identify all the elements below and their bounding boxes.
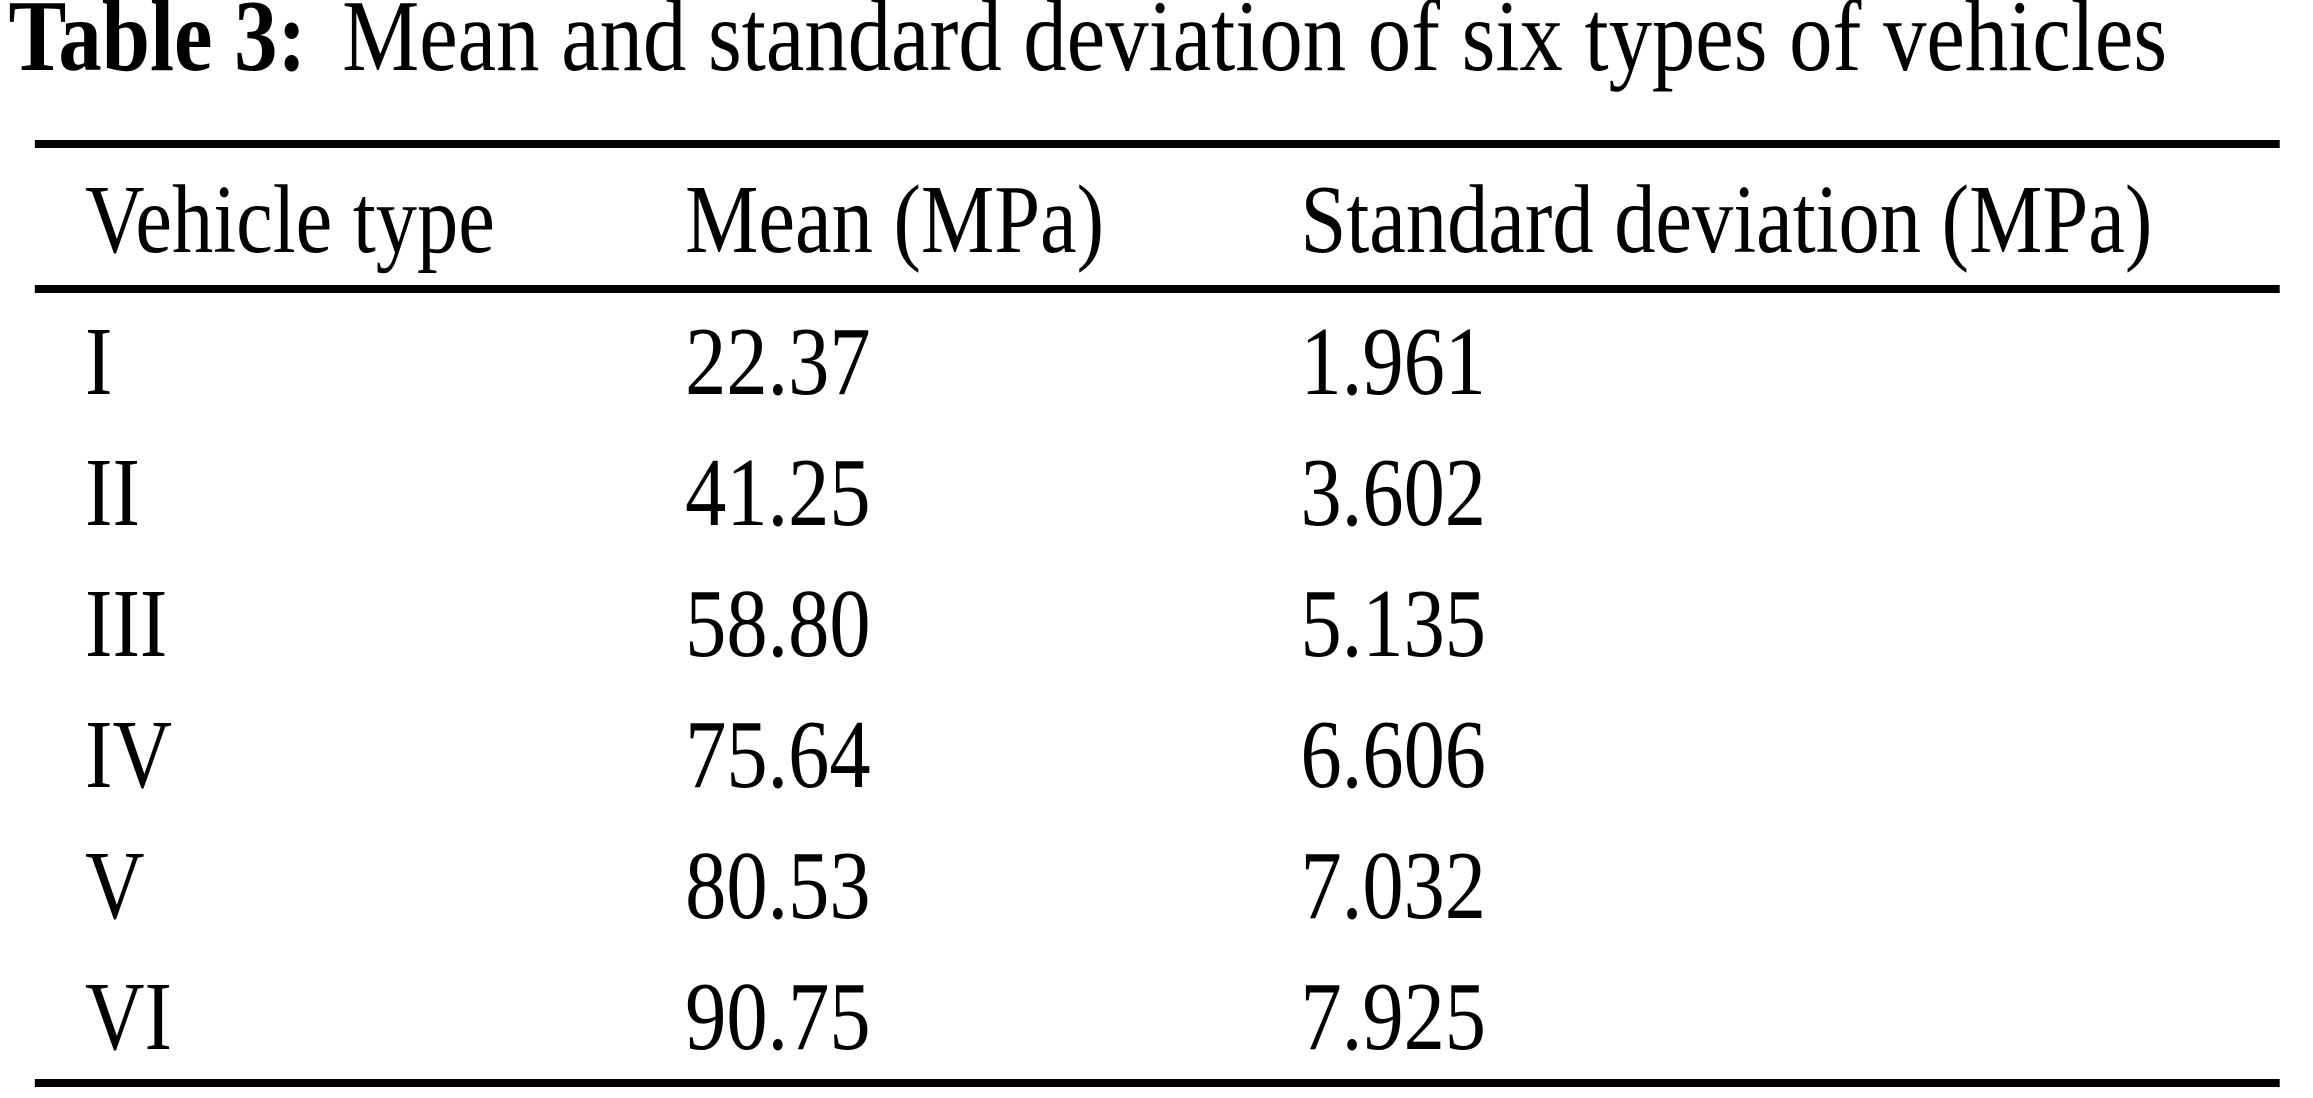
- column-header-mean: Mean (MPa): [685, 166, 1105, 273]
- cell-vehicle-type: III: [85, 570, 168, 677]
- vehicle-stats-table: Vehicle type Mean (MPa) Standard deviati…: [34, 140, 2280, 1087]
- cell-standard-deviation: 7.925: [1300, 963, 1487, 1070]
- table-header-row: Vehicle type Mean (MPa) Standard deviati…: [34, 148, 2280, 293]
- cell-vehicle-type: V: [85, 832, 145, 939]
- table-row: IV 75.64 6.606: [35, 686, 2280, 817]
- table-row: III 58.80 5.135: [35, 555, 2280, 686]
- column-header-standard-deviation: Standard deviation (MPa): [1300, 166, 2153, 273]
- cell-vehicle-type: I: [85, 308, 113, 415]
- table-caption-label: Table 3:: [8, 0, 307, 93]
- cell-mean: 80.53: [685, 832, 871, 939]
- cell-standard-deviation: 3.602: [1300, 439, 1487, 546]
- cell-mean: 90.75: [685, 963, 871, 1070]
- cell-standard-deviation: 6.606: [1300, 701, 1487, 808]
- column-header-vehicle-type: Vehicle type: [85, 166, 495, 273]
- cell-mean: 75.64: [685, 701, 871, 808]
- cell-vehicle-type: II: [85, 439, 140, 546]
- table-row: I 22.37 1.961: [35, 293, 2280, 424]
- cell-standard-deviation: 1.961: [1300, 308, 1487, 415]
- cell-vehicle-type: VI: [85, 963, 173, 1070]
- cell-mean: 22.37: [685, 308, 871, 415]
- cell-standard-deviation: 5.135: [1300, 570, 1487, 677]
- cell-vehicle-type: IV: [85, 701, 173, 808]
- table-caption: Table 3: Mean and standard deviation of s…: [9, 0, 2168, 95]
- table-row: II 41.25 3.602: [35, 424, 2280, 555]
- cell-mean: 58.80: [685, 570, 871, 677]
- table-row: VI 90.75 7.925: [35, 948, 2280, 1079]
- cell-mean: 41.25: [685, 439, 871, 546]
- table-row: V 80.53 7.032: [35, 817, 2280, 948]
- cell-standard-deviation: 7.032: [1300, 832, 1487, 939]
- table-caption-text: Mean and standard deviation of six types…: [342, 0, 2168, 93]
